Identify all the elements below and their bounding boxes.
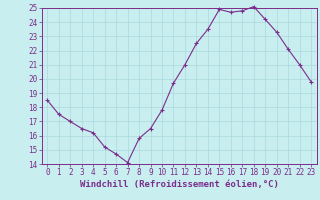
X-axis label: Windchill (Refroidissement éolien,°C): Windchill (Refroidissement éolien,°C) [80,180,279,189]
